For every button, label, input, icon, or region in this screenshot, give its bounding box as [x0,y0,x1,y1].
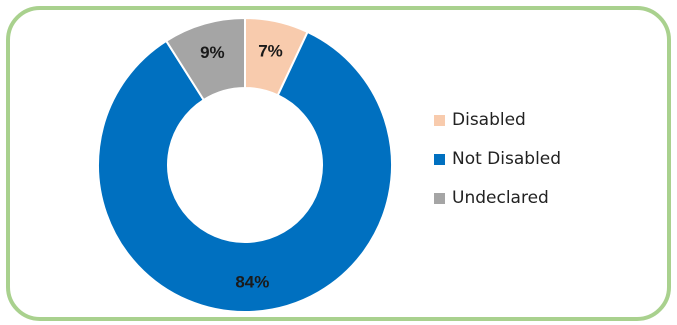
legend-item-disabled: Disabled [434,110,561,130]
legend-label: Disabled [452,110,526,130]
legend-item-not-disabled: Not Disabled [434,149,561,169]
data-label-not-disabled: 84% [235,272,269,291]
donut-slices [98,18,392,312]
data-label-undeclared: 9% [200,43,225,62]
legend-label: Undeclared [452,188,549,208]
legend-swatch [434,154,445,165]
chart-legend: Disabled Not Disabled Undeclared [434,110,561,227]
data-label-disabled: 7% [258,41,283,60]
legend-swatch [434,115,445,126]
legend-item-undeclared: Undeclared [434,188,561,208]
legend-swatch [434,193,445,204]
legend-label: Not Disabled [452,149,561,169]
